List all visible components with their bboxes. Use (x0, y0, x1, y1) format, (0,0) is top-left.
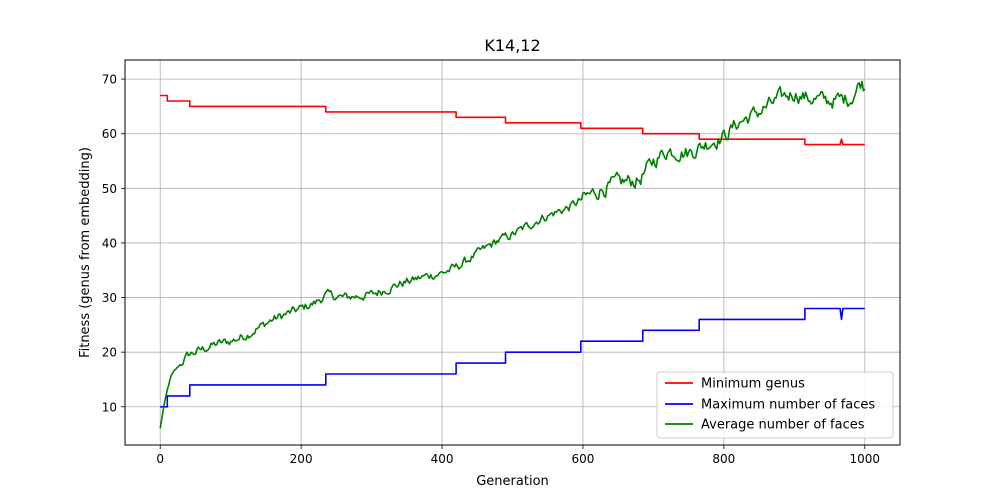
x-tick-label: 800 (712, 452, 735, 466)
plot-frame (124, 59, 901, 446)
chart-title: K14,12 (484, 36, 540, 55)
legend: Minimum genus Maximum number of faces Av… (656, 371, 894, 439)
x-axis-label: Generation (476, 474, 549, 489)
series-layer (159, 80, 866, 429)
y-tick-label: 40 (102, 236, 117, 250)
legend-entry-minimum-genus: Minimum genus (665, 377, 805, 392)
y-tick-label: 10 (102, 400, 117, 414)
x-tick-label: 400 (431, 452, 454, 466)
y-tick-label: 70 (102, 73, 117, 87)
y-tick-label: 20 (102, 346, 117, 360)
legend-box (656, 371, 894, 439)
x-axis-ticks: 0 200 400 600 800 1000 (156, 445, 880, 466)
legend-entry-maximum-number-of-faces: Maximum number of faces (665, 398, 875, 413)
series-line-maximum-number-of-faces (160, 307, 865, 408)
y-tick-label: 30 (102, 291, 117, 305)
x-tick-label: 600 (572, 452, 595, 466)
y-tick-label: 50 (102, 182, 117, 196)
x-tick-label: 200 (290, 452, 313, 466)
legend-entry-average-number-of-faces: Average number of faces (665, 418, 865, 433)
y-tick-label: 60 (102, 127, 117, 141)
x-tick-label: 0 (156, 452, 164, 466)
x-tick-label: 1000 (849, 452, 880, 466)
legend-label-minimum-genus: Minimum genus (701, 377, 805, 392)
series-line-average-number-of-faces (159, 80, 866, 429)
y-axis-label: Fitness (genus from embedding) (78, 147, 93, 358)
legend-label-average-number-of-faces: Average number of faces (701, 418, 865, 433)
legend-label-maximum-number-of-faces: Maximum number of faces (701, 398, 875, 413)
series-line-minimum-genus (160, 94, 865, 146)
y-axis-ticks: 10 20 30 40 50 60 70 (102, 73, 125, 414)
